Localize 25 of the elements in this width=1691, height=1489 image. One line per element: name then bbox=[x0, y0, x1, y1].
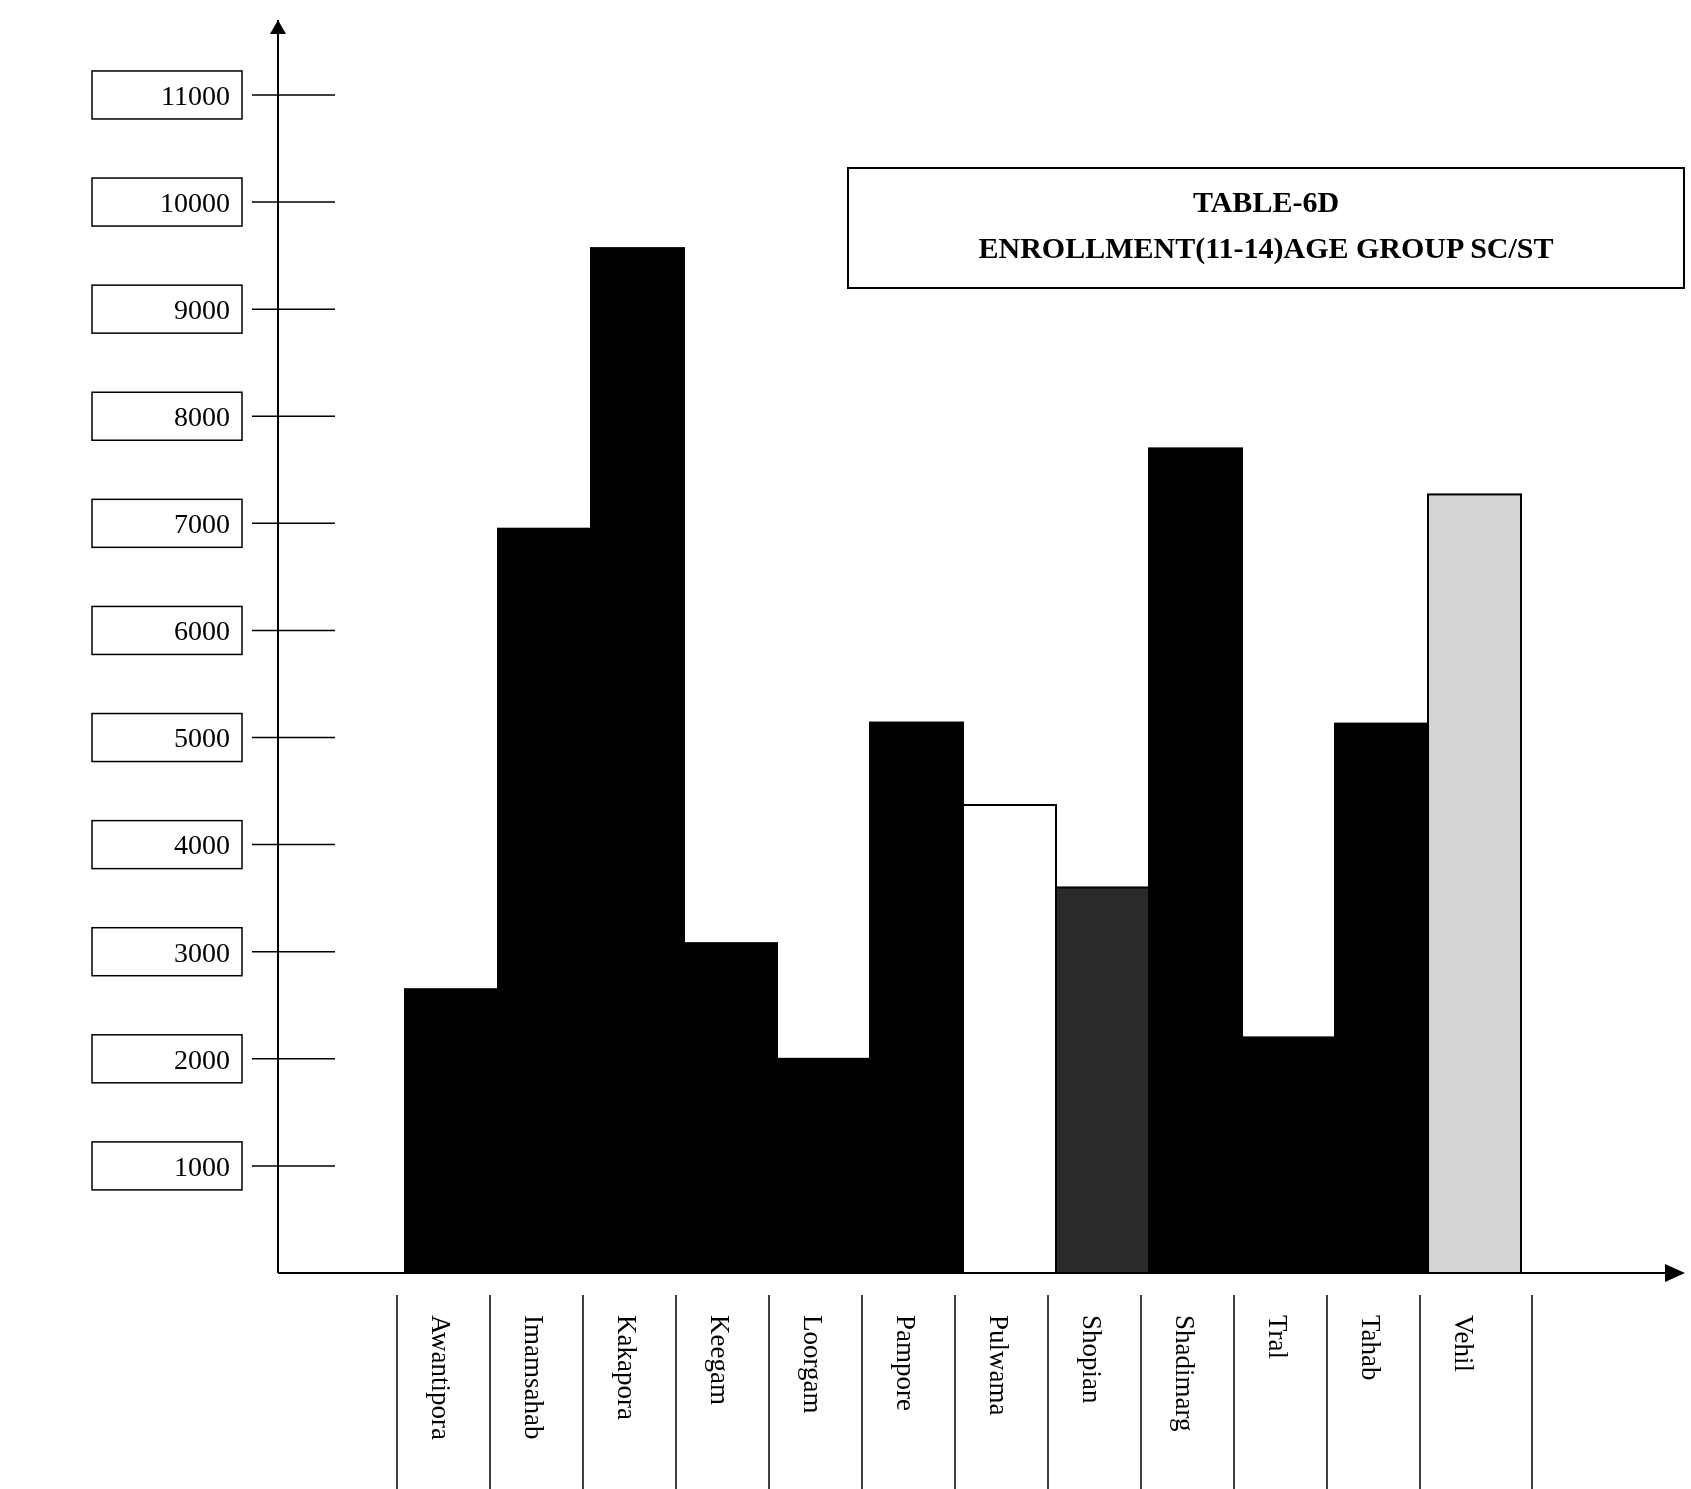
x-tick-label: Imamsahab bbox=[519, 1315, 550, 1440]
x-tick-label: Shopian bbox=[1077, 1315, 1108, 1404]
x-tick-label: Keegam bbox=[705, 1315, 736, 1405]
y-tick-label: 1000 bbox=[174, 1150, 230, 1182]
x-tick-label: Loorgam bbox=[798, 1315, 829, 1414]
y-tick-label: 5000 bbox=[174, 722, 230, 754]
y-tick-label: 8000 bbox=[174, 401, 230, 433]
y-tick-label: 2000 bbox=[174, 1043, 230, 1075]
x-tick-label: Pampore bbox=[891, 1315, 922, 1411]
y-tick-label: 4000 bbox=[174, 829, 230, 861]
x-tick-label: Vehil bbox=[1449, 1315, 1480, 1372]
y-tick-label: 11000 bbox=[161, 79, 230, 111]
x-tick-label: Tahab bbox=[1356, 1315, 1387, 1381]
y-tick-label: 7000 bbox=[174, 508, 230, 540]
x-tick-label: Awantipora bbox=[426, 1315, 457, 1440]
y-tick-label: 9000 bbox=[174, 293, 230, 325]
y-tick-label: 10000 bbox=[160, 186, 230, 218]
x-tick-label: Tral bbox=[1263, 1315, 1294, 1360]
x-tick-label: Shadimarg bbox=[1170, 1315, 1201, 1432]
x-tick-label: Pulwama bbox=[984, 1315, 1015, 1416]
text: ENROLLMENT(11-14)AGE GROUP SC/ST bbox=[978, 231, 1554, 265]
y-tick-label: 3000 bbox=[174, 936, 230, 968]
text: TABLE-6D bbox=[1192, 185, 1340, 218]
x-tick-label: Kakapora bbox=[612, 1315, 643, 1420]
y-tick-label: 6000 bbox=[174, 615, 230, 647]
